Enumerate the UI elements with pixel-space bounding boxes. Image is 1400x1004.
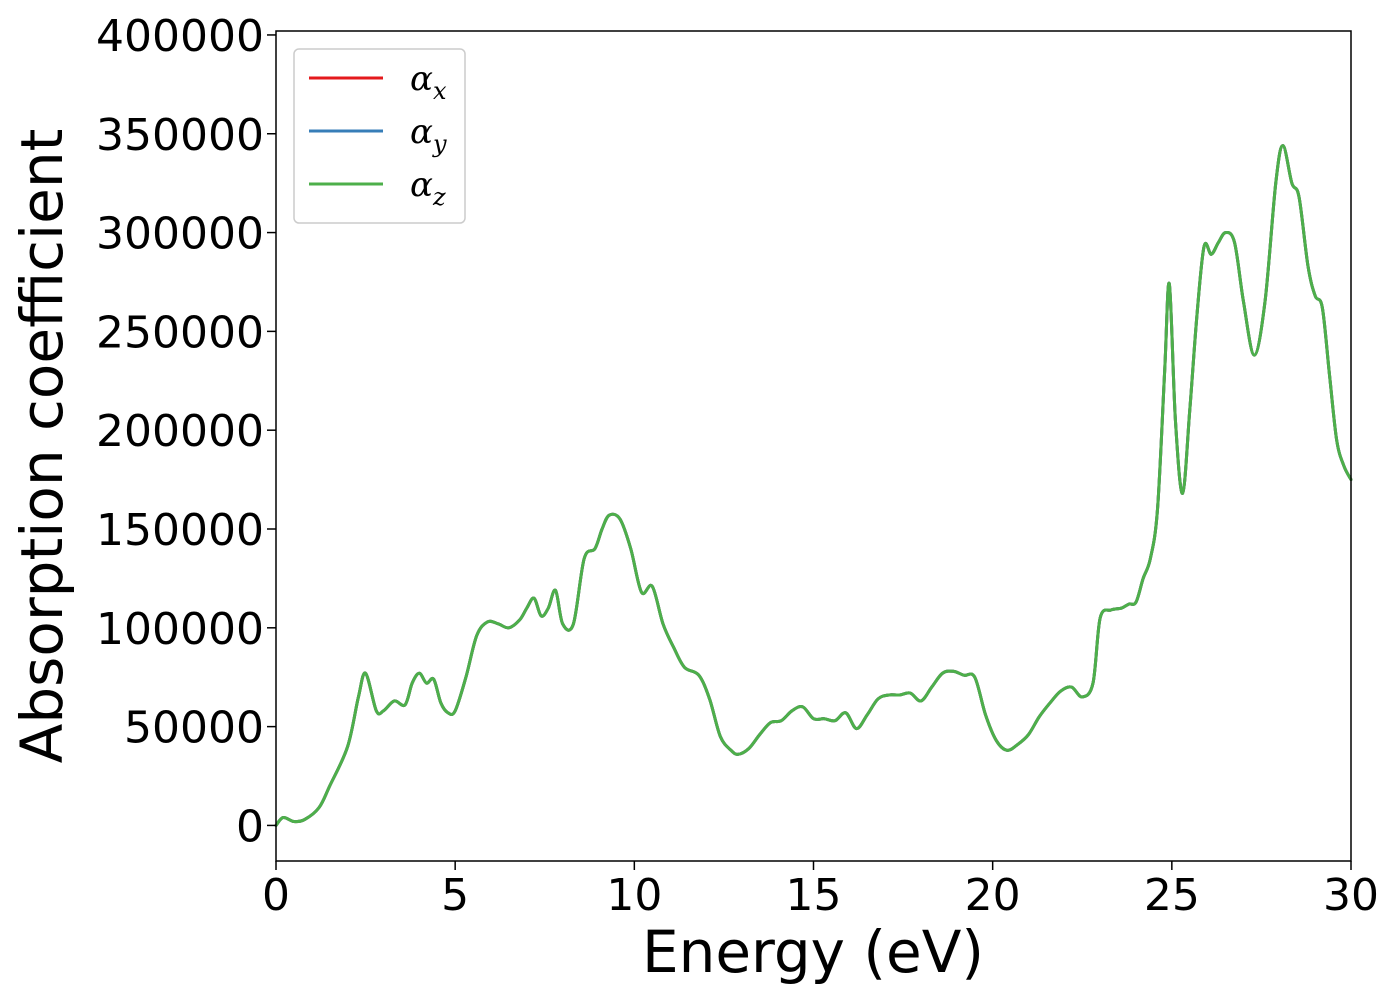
y-tick-label: 150000 xyxy=(96,505,264,556)
y-axis: 0 50000 100000 150000 200000 250000 300000 3500… xyxy=(96,11,276,852)
y-tick-label: 200000 xyxy=(96,406,264,457)
y-axis-label: Absorption coefficient xyxy=(8,129,76,764)
legend-symbol: α xyxy=(410,165,433,205)
legend-label-alpha-x: αx xyxy=(410,59,447,105)
x-tick-label: 10 xyxy=(606,870,662,921)
legend-box xyxy=(293,48,466,224)
series-layer xyxy=(274,144,1353,827)
y-tick-label: 400000 xyxy=(96,11,264,62)
legend-symbol: α xyxy=(410,59,433,99)
x-tick-label: 25 xyxy=(1144,870,1200,921)
y-tick-label: 350000 xyxy=(96,110,264,161)
legend-symbol: α xyxy=(410,112,433,152)
x-tick-label: 20 xyxy=(965,870,1021,921)
y-tick-label: 0 xyxy=(236,801,264,852)
x-axis: 0 5 10 15 20 25 30 xyxy=(262,861,1379,921)
series-line-alpha-z xyxy=(274,144,1353,827)
x-tick-label: 0 xyxy=(262,870,290,921)
legend-subscript: y xyxy=(432,130,447,158)
y-tick-label: 100000 xyxy=(96,604,264,655)
x-axis-label: Energy (eV) xyxy=(642,918,984,986)
x-tick-label: 15 xyxy=(786,870,842,921)
legend-subscript: z xyxy=(432,183,446,211)
x-tick-label: 30 xyxy=(1323,870,1379,921)
legend-label-alpha-z: αz xyxy=(410,165,446,211)
y-tick-label: 300000 xyxy=(96,209,264,260)
legend-subscript: x xyxy=(433,77,447,105)
x-tick-label: 5 xyxy=(441,870,469,921)
legend-label-alpha-y: αy xyxy=(410,112,447,158)
y-tick-label: 250000 xyxy=(96,307,264,358)
y-tick-label: 50000 xyxy=(124,703,264,754)
